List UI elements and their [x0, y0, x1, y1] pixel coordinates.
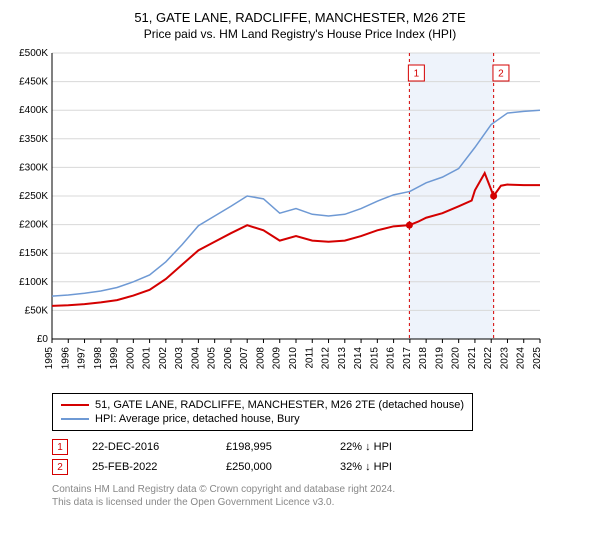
svg-text:2007: 2007 [239, 347, 250, 370]
sale-price: £198,995 [226, 441, 316, 453]
svg-text:£500K: £500K [19, 48, 48, 59]
svg-text:2003: 2003 [174, 347, 185, 370]
footer-attribution: Contains HM Land Registry data © Crown c… [52, 483, 590, 509]
svg-text:2009: 2009 [272, 347, 283, 370]
sale-delta: 22% ↓ HPI [340, 441, 430, 453]
sales-table: 1 22-DEC-2016 £198,995 22% ↓ HPI 2 25-FEB-202… [52, 437, 590, 477]
svg-text:2000: 2000 [125, 347, 136, 370]
chart-title: 51, GATE LANE, RADCLIFFE, MANCHESTER, M2… [10, 10, 590, 25]
svg-text:2008: 2008 [255, 347, 266, 370]
svg-text:£150K: £150K [19, 248, 48, 259]
legend-label: HPI: Average price, detached house, Bury [95, 413, 300, 425]
chart-subtitle: Price paid vs. HM Land Registry's House … [10, 27, 590, 41]
svg-text:1996: 1996 [60, 347, 71, 370]
svg-text:1998: 1998 [93, 347, 104, 370]
sale-price: £250,000 [226, 461, 316, 473]
svg-text:2005: 2005 [207, 347, 218, 370]
svg-text:2001: 2001 [142, 347, 153, 370]
svg-text:2013: 2013 [337, 347, 348, 370]
svg-text:2025: 2025 [532, 347, 543, 370]
svg-text:2017: 2017 [402, 347, 413, 370]
svg-text:2004: 2004 [190, 347, 201, 370]
sale-date: 25-FEB-2022 [92, 461, 202, 473]
sale-marker: 1 [52, 439, 68, 455]
svg-text:£400K: £400K [19, 105, 48, 116]
svg-text:£50K: £50K [25, 305, 49, 316]
svg-text:£350K: £350K [19, 134, 48, 145]
svg-text:2: 2 [498, 69, 504, 80]
svg-text:1: 1 [414, 69, 420, 80]
svg-text:£250K: £250K [19, 191, 48, 202]
svg-text:2012: 2012 [321, 347, 332, 370]
svg-text:£200K: £200K [19, 220, 48, 231]
svg-text:£0: £0 [37, 334, 49, 345]
svg-text:2023: 2023 [499, 347, 510, 370]
sale-delta: 32% ↓ HPI [340, 461, 430, 473]
footer-line: Contains HM Land Registry data © Crown c… [52, 483, 590, 496]
svg-text:2006: 2006 [223, 347, 234, 370]
table-row: 1 22-DEC-2016 £198,995 22% ↓ HPI [52, 437, 590, 457]
svg-text:2014: 2014 [353, 347, 364, 370]
chart-area: £0 £50K £100K £150K £200K £250K £300K £350K £400… [10, 47, 590, 387]
sale-marker: 2 [52, 459, 68, 475]
svg-text:2020: 2020 [451, 347, 462, 370]
footer-line: This data is licensed under the Open Gov… [52, 496, 590, 509]
legend: 51, GATE LANE, RADCLIFFE, MANCHESTER, M2… [52, 393, 473, 431]
legend-swatch [61, 404, 89, 406]
legend-swatch [61, 418, 89, 420]
svg-text:£300K: £300K [19, 162, 48, 173]
svg-text:2002: 2002 [158, 347, 169, 370]
svg-text:2018: 2018 [418, 347, 429, 370]
table-row: 2 25-FEB-2022 £250,000 32% ↓ HPI [52, 457, 590, 477]
svg-text:£100K: £100K [19, 277, 48, 288]
svg-text:2019: 2019 [434, 347, 445, 370]
line-chart: £0 £50K £100K £150K £200K £250K £300K £350K £400… [10, 47, 550, 387]
svg-text:2024: 2024 [516, 347, 527, 370]
legend-item: HPI: Average price, detached house, Bury [61, 412, 464, 426]
svg-text:2011: 2011 [304, 347, 315, 369]
svg-text:2021: 2021 [467, 347, 478, 370]
svg-text:2015: 2015 [369, 347, 380, 370]
svg-text:2022: 2022 [483, 347, 494, 370]
legend-item: 51, GATE LANE, RADCLIFFE, MANCHESTER, M2… [61, 398, 464, 412]
svg-text:1995: 1995 [44, 347, 55, 370]
svg-text:£450K: £450K [19, 77, 48, 88]
sale-date: 22-DEC-2016 [92, 441, 202, 453]
svg-text:1997: 1997 [77, 347, 88, 370]
svg-text:2010: 2010 [288, 347, 299, 370]
svg-text:1999: 1999 [109, 347, 120, 370]
svg-text:2016: 2016 [386, 347, 397, 370]
legend-label: 51, GATE LANE, RADCLIFFE, MANCHESTER, M2… [95, 399, 464, 411]
